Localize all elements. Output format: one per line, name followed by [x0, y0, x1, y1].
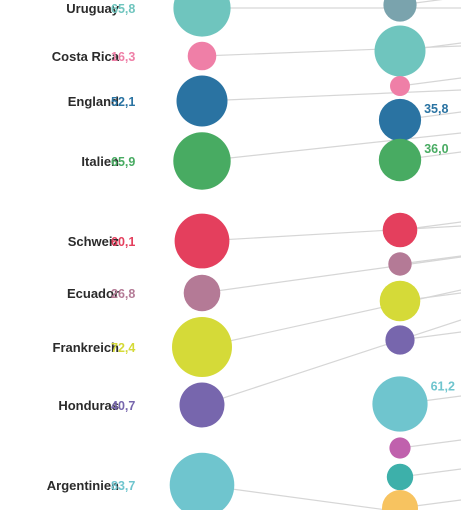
bubble: [176, 75, 228, 127]
value-label: 26,8: [111, 287, 135, 301]
bubble: [169, 452, 235, 510]
bubble: [382, 212, 418, 248]
country-label: Honduras: [58, 398, 119, 413]
bubble: [390, 76, 410, 96]
bubble: [173, 132, 231, 190]
right-bubble-column: [372, 0, 428, 510]
left-bubble-column: [169, 0, 235, 510]
bubble: [374, 25, 426, 77]
value-label: 65,9: [111, 155, 135, 169]
country-label: Uruguay: [66, 1, 120, 16]
value-label: 16,3: [111, 50, 135, 64]
bubble: [179, 382, 225, 428]
bubble: [386, 463, 414, 491]
bubble: [382, 490, 418, 510]
bubble: [388, 252, 412, 276]
country-label: Italien: [81, 154, 119, 169]
bubble: [378, 138, 422, 182]
connector-line: [201, 132, 461, 162]
bubble: [383, 0, 417, 22]
value-label: 36,0: [424, 142, 448, 156]
bubble: [372, 376, 428, 432]
connector-line: [201, 225, 461, 242]
bubble: [385, 325, 415, 355]
bubble: [173, 0, 231, 37]
bubble: [183, 274, 221, 312]
connector-lines: [201, 0, 461, 510]
connector-line: [201, 256, 461, 294]
country-label: Schweiz: [68, 234, 120, 249]
country-label: England: [68, 94, 119, 109]
country-label: Argentinien: [47, 478, 119, 493]
value-label: 65,8: [111, 2, 135, 16]
country-label: Costa Rica: [52, 49, 120, 64]
connector-line: [201, 319, 461, 406]
value-label: 40,7: [111, 399, 135, 413]
bubble: [174, 213, 230, 269]
bubble: [389, 437, 411, 459]
connector-line: [201, 484, 392, 510]
value-label: 60,1: [111, 235, 135, 249]
bubble: [187, 41, 217, 71]
value-label: 83,7: [111, 479, 135, 493]
value-label: 52,1: [111, 95, 135, 109]
value-label: 61,2: [431, 379, 455, 393]
country-label: Ecuador: [67, 286, 119, 301]
bubble: [379, 280, 421, 322]
bubble: [172, 317, 232, 377]
country-label: Frankreich: [53, 340, 120, 355]
value-label: 72,4: [111, 341, 135, 355]
value-label: 35,8: [424, 102, 448, 116]
connector-line: [201, 89, 461, 102]
connector-line: [399, 77, 461, 87]
bubble: [378, 98, 422, 142]
